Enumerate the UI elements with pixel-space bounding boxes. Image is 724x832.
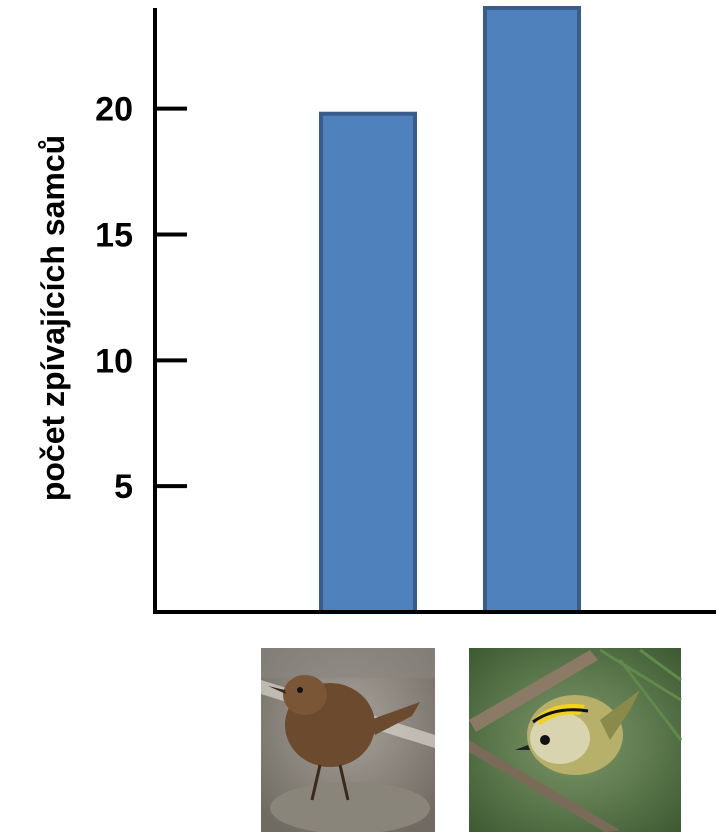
bar-2 bbox=[483, 6, 581, 614]
goldcrest-photo bbox=[469, 648, 683, 832]
y-tick-label: 5 bbox=[114, 468, 133, 506]
y-axis-ticks: 5 10 15 20 bbox=[95, 91, 187, 506]
y-tick-label: 10 bbox=[95, 342, 133, 380]
y-tick-label: 15 bbox=[95, 217, 133, 255]
y-axis-label: počet zpívajících samců bbox=[35, 135, 71, 501]
bars bbox=[319, 6, 581, 614]
bar-1 bbox=[319, 111, 417, 614]
y-tick-label: 20 bbox=[95, 91, 133, 129]
wren-photo bbox=[261, 648, 435, 832]
